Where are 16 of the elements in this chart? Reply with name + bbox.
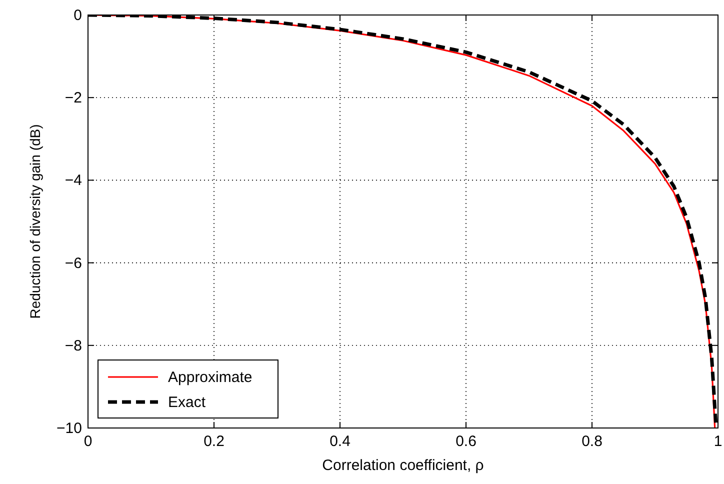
y-tick-label: −10 bbox=[56, 420, 82, 437]
legend-label: Approximate bbox=[168, 369, 252, 386]
y-tick-label: −2 bbox=[64, 90, 82, 107]
y-tick-label: −6 bbox=[64, 254, 82, 272]
x-tick-label: 0.4 bbox=[330, 433, 350, 450]
x-tick-label: 0.2 bbox=[204, 433, 224, 450]
y-tick-label: −4 bbox=[64, 172, 82, 190]
legend-label: Exact bbox=[168, 394, 206, 411]
y-tick-label: 0 bbox=[74, 7, 82, 24]
y-tick-label: −8 bbox=[64, 337, 82, 354]
x-tick-label: 1 bbox=[714, 433, 722, 450]
x-tick-label: 0.6 bbox=[456, 433, 476, 450]
x-axis-title: Correlation coefficient, ρ bbox=[322, 457, 484, 474]
y-axis-title: Reduction of diversity gain (dB) bbox=[27, 124, 43, 319]
x-tick-label: 0 bbox=[84, 433, 92, 450]
x-tick-label: 0.8 bbox=[582, 433, 602, 450]
